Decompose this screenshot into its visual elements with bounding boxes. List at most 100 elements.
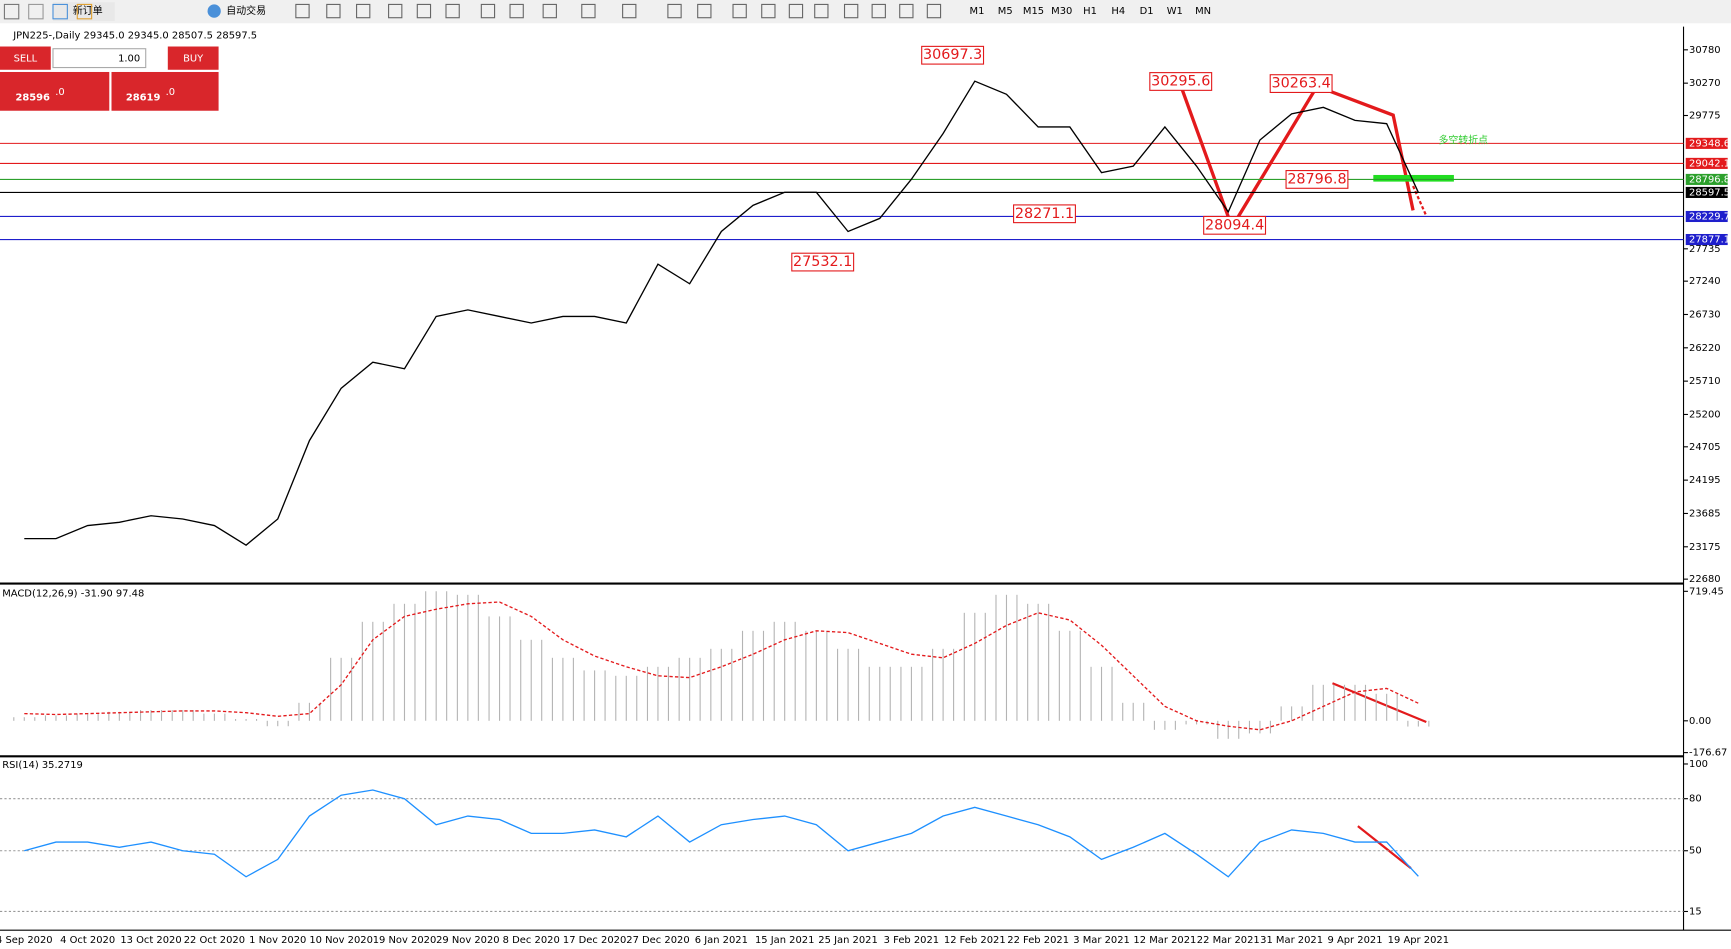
y-tick-label: 30270: [1689, 78, 1721, 89]
timeframe-button[interactable]: M30: [1051, 6, 1072, 17]
tool-icon[interactable]: [28, 3, 44, 20]
y-tick-label: 50: [1689, 846, 1702, 857]
annotation-box: [791, 252, 855, 272]
timeframe-button[interactable]: H4: [1111, 6, 1125, 17]
tool-icon[interactable]: [52, 3, 68, 20]
rsi-line: [24, 789, 1419, 878]
timeframe-button[interactable]: M15: [1023, 6, 1044, 17]
tool-icon[interactable]: [480, 3, 496, 19]
annotation-box: [1149, 72, 1213, 91]
tool-icon[interactable]: [667, 3, 682, 19]
buy-label[interactable]: BUY: [183, 54, 204, 65]
pivot-marker: [1373, 174, 1454, 182]
price-level-label: 29042.1: [1689, 158, 1730, 169]
price-level-label: 27877.1: [1689, 235, 1730, 246]
x-tick-label: 17 Dec 2020: [563, 935, 626, 946]
tool-icon[interactable]: [622, 3, 637, 19]
lot-value[interactable]: 1.00: [118, 54, 140, 65]
annotation-label: 30697.3: [923, 47, 982, 63]
tool-icon[interactable]: [788, 3, 804, 19]
signal-line: [24, 601, 1419, 731]
auto-trade-icon: [207, 4, 221, 18]
new-order-button[interactable]: [52, 2, 115, 22]
tool-icon[interactable]: [356, 3, 371, 19]
tool-icon[interactable]: [926, 3, 942, 19]
y-tick-label: 27240: [1689, 276, 1721, 287]
x-tick-label: 4 Oct 2020: [60, 935, 115, 946]
price-level-label: 28229.7: [1689, 211, 1730, 222]
price-line: [24, 80, 1419, 546]
y-tick-label: 24705: [1689, 442, 1721, 453]
timeframe-button[interactable]: MN: [1195, 6, 1211, 17]
timeframe-button[interactable]: W1: [1167, 6, 1183, 17]
x-tick-label: 27 Dec 2020: [626, 935, 689, 946]
tool-icon[interactable]: [697, 3, 712, 19]
tool-icon[interactable]: [326, 3, 341, 19]
x-tick-label: 9 Apr 2021: [1327, 935, 1382, 946]
sell-price-big[interactable]: .0: [55, 87, 64, 98]
tool-icon[interactable]: [814, 3, 829, 19]
x-tick-label: 3 Feb 2021: [884, 935, 939, 946]
sell-price-box[interactable]: [0, 71, 110, 111]
annotation-label: 27532.1: [793, 254, 852, 270]
arrow: [1357, 825, 1412, 870]
x-tick-label: 19 Apr 2021: [1388, 935, 1449, 946]
y-tick-label: 80: [1689, 794, 1702, 805]
auto-trade-label[interactable]: 自动交易: [226, 4, 266, 17]
buy-price-box[interactable]: [111, 71, 219, 111]
price-level-tag: [1685, 210, 1728, 223]
y-tick-label: 23175: [1689, 542, 1721, 553]
x-tick-label: 4 Sep 2020: [0, 935, 53, 946]
new-order-label[interactable]: 新订单: [73, 4, 103, 17]
y-tick-label: 22680: [1689, 574, 1721, 585]
tool-icon[interactable]: [509, 3, 524, 19]
sell-label[interactable]: SELL: [14, 54, 38, 65]
annotation-label: 28796.8: [1287, 171, 1346, 187]
tool-icon[interactable]: [76, 3, 93, 20]
tool-icon[interactable]: [761, 3, 776, 19]
annotation-label: 28094.4: [1205, 217, 1264, 233]
annotation-box: [921, 45, 985, 65]
y-tick-label: 15: [1689, 906, 1702, 917]
timeframe-button[interactable]: D1: [1140, 6, 1154, 17]
annotation-box: [1285, 170, 1349, 189]
y-tick-label: 24195: [1689, 475, 1721, 486]
x-tick-label: 15 Jan 2021: [755, 935, 814, 946]
y-tick-label: 26220: [1689, 343, 1721, 354]
price-level-tag: [1685, 186, 1728, 198]
tool-icon[interactable]: [3, 3, 20, 20]
tool-icon[interactable]: [843, 3, 859, 19]
tool-icon[interactable]: [388, 3, 403, 19]
tool-icon[interactable]: [871, 3, 886, 19]
symbol-header: JPN225-,Daily 29345.0 29345.0 28507.5 28…: [12, 30, 257, 41]
tool-icon[interactable]: [542, 3, 557, 19]
timeframe-button[interactable]: H1: [1083, 6, 1097, 17]
price-level-tag: [1685, 233, 1728, 246]
y-tick-label: 719.45: [1689, 586, 1724, 597]
x-tick-label: 8 Dec 2020: [503, 935, 560, 946]
price-level-label: 29348.6: [1689, 138, 1730, 149]
tool-icon[interactable]: [295, 3, 310, 19]
timeframe-button[interactable]: M1: [970, 6, 985, 17]
x-tick-label: 31 Mar 2021: [1260, 935, 1323, 946]
buy-price-big[interactable]: .0: [166, 87, 175, 98]
tool-icon[interactable]: [581, 3, 596, 19]
x-tick-label: 10 Nov 2020: [309, 935, 373, 946]
indicator-title: MACD(12,26,9) -31.90 97.48: [2, 589, 144, 600]
buy-button[interactable]: [167, 46, 219, 70]
y-tick-label: 0.00: [1689, 716, 1711, 727]
buy-price[interactable]: 28619: [126, 92, 161, 103]
tool-icon[interactable]: [445, 3, 460, 19]
pivot-note: 多空转折点: [1438, 134, 1488, 147]
arrow: [1332, 682, 1427, 724]
tool-icon[interactable]: [416, 3, 432, 19]
sell-price[interactable]: 28596: [15, 92, 50, 103]
indicator-title: RSI(14) 35.2719: [2, 760, 83, 771]
timeframe-button[interactable]: M5: [998, 6, 1013, 17]
y-tick-label: -176.67: [1689, 748, 1727, 759]
sell-button[interactable]: [0, 46, 51, 70]
lot-field[interactable]: [52, 48, 147, 69]
tool-icon[interactable]: [899, 3, 914, 19]
tool-icon[interactable]: [732, 3, 747, 19]
